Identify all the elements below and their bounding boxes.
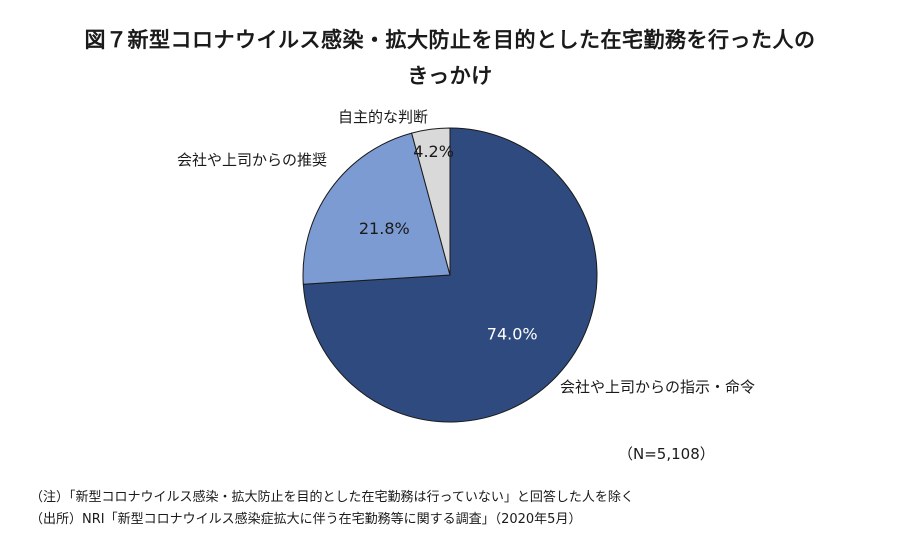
pie-slice-1 [302, 132, 451, 285]
chart-title: 図７新型コロナウイルス感染・拡大防止を目的とした在宅勤務を行った人の きっかけ [0, 22, 900, 94]
source-text: （出所）NRI「新型コロナウイルス感染症拡大に伴う在宅勤務等に関する調査」（20… [30, 512, 582, 527]
pie-category-label-0: 会社や上司からの指示・命令 [560, 378, 755, 396]
pie-slice-2 [411, 127, 451, 276]
pie-slices [302, 127, 598, 423]
pie-value-labels: 74.0% 21.8% 4.2% [359, 142, 538, 343]
sample-size-label: （N=5,108） [618, 445, 715, 463]
footnotes: （注）「新型コロナウイルス感染・拡大防止を目的とした在宅勤務は行っていない」と回… [30, 487, 634, 531]
pie-category-label-1: 会社や上司からの推奨 [177, 151, 327, 169]
note-text: （注）「新型コロナウイルス感染・拡大防止を目的とした在宅勤務は行っていない」と回… [30, 490, 634, 505]
pie-value-label-2: 4.2% [413, 142, 454, 161]
pie-value-label-0: 74.0% [487, 324, 538, 343]
pie-category-label-2: 自主的な判断 [338, 108, 428, 126]
chart-title-line-2: きっかけ [407, 64, 493, 88]
pie-category-labels: 会社や上司からの指示・命令 会社や上司からの推奨 自主的な判断 [177, 108, 755, 396]
pie-value-label-1: 21.8% [359, 219, 410, 238]
chart-title-line-1: 図７新型コロナウイルス感染・拡大防止を目的とした在宅勤務を行った人の [84, 28, 816, 52]
